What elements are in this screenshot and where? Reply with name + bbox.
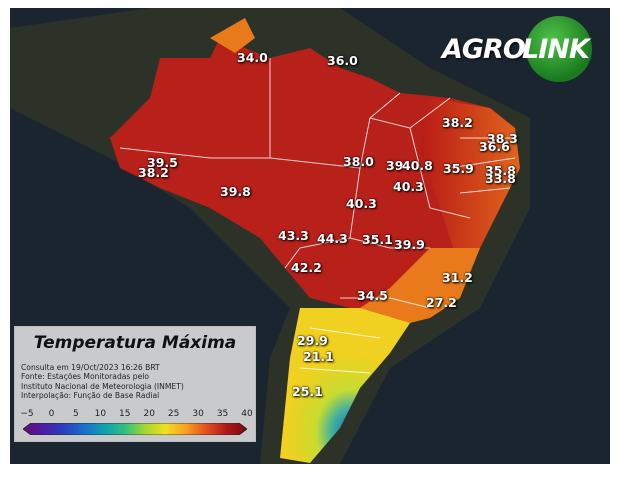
state-borders bbox=[119, 58, 516, 374]
station-label: 43.3 bbox=[278, 228, 309, 243]
colorbar-gradient bbox=[23, 423, 247, 435]
logo-text-link: LINK bbox=[522, 34, 590, 65]
source-institute: Instituto Nacional de Meteorologia (INME… bbox=[21, 381, 184, 391]
colorbar-tick-label: 35 bbox=[216, 409, 229, 419]
query-time: Consulta em 19/Oct/2023 16:26 BRT bbox=[21, 363, 160, 372]
station-label: 39.8 bbox=[220, 184, 251, 199]
brazil-south bbox=[280, 308, 410, 463]
station-label: 25.1 bbox=[292, 384, 323, 399]
station-label: 21.1 bbox=[303, 349, 334, 364]
station-label: 39.9 bbox=[394, 237, 425, 252]
brazil-north bbox=[110, 38, 520, 308]
colorbar-tick-label: 20 bbox=[143, 409, 155, 419]
station-label: 35.9 bbox=[443, 161, 474, 176]
legend-title: Temperatura Máxima bbox=[33, 333, 237, 353]
station-label: 38.3 bbox=[487, 131, 518, 146]
station-label: 38.2 bbox=[138, 165, 169, 180]
station-label: 39.5 bbox=[147, 155, 178, 170]
colorbar-tick-label: 0 bbox=[48, 409, 55, 419]
station-label: 34.5 bbox=[357, 288, 388, 303]
colorbar-tick-label: −5 bbox=[20, 409, 34, 419]
temperature-map[interactable]: AGRO LINK 34.0 36.0 38.2 38.3 36.6 35.8 … bbox=[10, 8, 610, 464]
colorbar bbox=[23, 423, 247, 435]
brazil-northeast bbox=[420, 98, 520, 268]
station-label: 35.1 bbox=[362, 232, 393, 247]
colorbar-tick-label: 5 bbox=[73, 409, 79, 419]
station-label: 38.0 bbox=[343, 154, 374, 169]
station-label: 39 bbox=[386, 158, 404, 173]
station-label: 40.3 bbox=[346, 196, 377, 211]
logo-circle bbox=[526, 16, 592, 82]
station-label: 38.2 bbox=[442, 115, 473, 130]
station-label: 33.8 bbox=[485, 171, 516, 186]
interpolation-method: Interpolação: Função de Base Radial bbox=[21, 390, 160, 400]
logo-text-agro: AGRO bbox=[442, 34, 526, 65]
legend-info: Consulta em 19/Oct/2023 16:26 BRT Fonte:… bbox=[21, 363, 184, 400]
colorbar-tick-label: 10 bbox=[94, 409, 107, 419]
station-label: 36.6 bbox=[479, 139, 510, 154]
roraima-orange bbox=[210, 18, 255, 53]
colorbar-tick-label: 25 bbox=[167, 409, 180, 419]
station-label: 42.2 bbox=[291, 260, 322, 275]
colorbar-ticks: −5 0 5 10 15 20 25 30 35 40 bbox=[20, 409, 252, 421]
station-label: 44.3 bbox=[317, 231, 348, 246]
colorbar-tick-label: 30 bbox=[192, 409, 204, 419]
agrolink-logo: AGRO LINK bbox=[442, 16, 592, 82]
colorbar-tick-label: 40 bbox=[241, 409, 253, 419]
station-label: 27.2 bbox=[426, 295, 457, 310]
brazil-southeast bbox=[360, 248, 480, 328]
map-canvas bbox=[10, 8, 530, 464]
colorbar-tick-label: 15 bbox=[119, 409, 131, 419]
source-line: Fonte: Estações Monitoradas pelo bbox=[21, 372, 150, 382]
station-label: 34.0 bbox=[237, 50, 268, 65]
station-label: 40.8 bbox=[402, 158, 433, 173]
station-label: 29.9 bbox=[297, 333, 328, 348]
legend-panel: Temperatura Máxima Consulta em 19/Oct/20… bbox=[14, 326, 256, 442]
station-label: 35.8 bbox=[485, 163, 516, 178]
station-label: 31.2 bbox=[442, 270, 473, 285]
station-label: 36.0 bbox=[327, 53, 358, 68]
station-label: 40.3 bbox=[393, 179, 424, 194]
